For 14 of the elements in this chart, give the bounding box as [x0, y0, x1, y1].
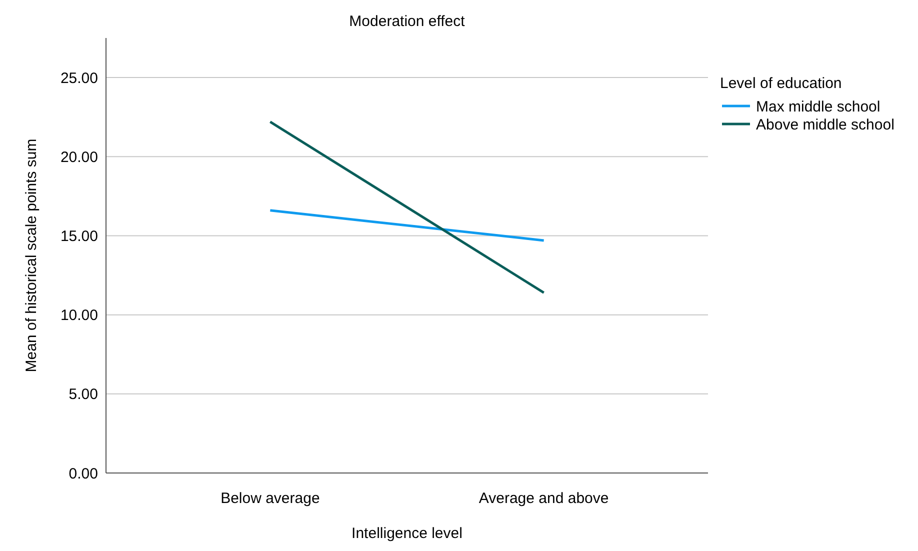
y-axis-title: Mean of historical scale points sum	[23, 138, 40, 372]
y-tick-label: 0.00	[68, 465, 98, 482]
legend-label: Above middle school	[756, 116, 894, 134]
y-tick-label: 20.00	[60, 148, 98, 166]
y-tick-label: 5.00	[68, 386, 98, 404]
y-tick-label: 10.00	[60, 307, 98, 324]
legend-label: Max middle school	[756, 98, 880, 116]
chart-title: Moderation effect	[349, 13, 466, 30]
x-tick-label: Below average	[220, 490, 320, 507]
x-tick-label: Average and above	[478, 490, 609, 507]
x-axis-title: Intelligence level	[352, 525, 462, 542]
y-tick-label: 25.00	[60, 70, 98, 87]
y-tick-label: 15.00	[60, 228, 98, 245]
legend-title: Level of education	[720, 75, 842, 92]
